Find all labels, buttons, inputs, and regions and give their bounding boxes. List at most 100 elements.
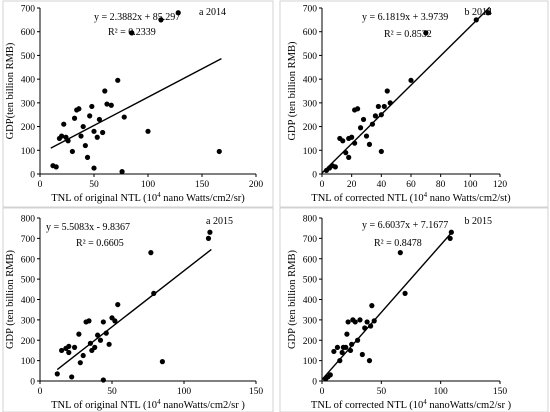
chart-3-y-tick-label: 500 — [21, 276, 36, 286]
chart-2-y-tick-label: 400 — [303, 76, 318, 86]
chart-1-y-tick-label: 700 — [21, 5, 36, 15]
chart-2-data-point — [369, 121, 376, 127]
chart-3-data-point — [54, 371, 60, 377]
chart-3-data-point — [69, 374, 75, 380]
chart-2-data-point — [381, 103, 387, 110]
chart-2-y-tick-label: 700 — [303, 5, 318, 15]
chart-2-equation: y = 6.1819x + 3.9739 — [362, 12, 448, 23]
chart-3-data-point — [71, 344, 78, 350]
chart-4-data-point — [347, 347, 354, 354]
chart-1-data-point — [87, 113, 93, 119]
chart-2-x-axis-label: TNL of corrected NTL (104 nano Watts/cm2… — [311, 191, 511, 204]
chart-1-x-tick-label: 100 — [141, 180, 156, 190]
chart-1-data-point — [129, 30, 135, 36]
chart-3-data-point — [95, 332, 101, 338]
chart-3-data-point — [59, 347, 65, 354]
chart-1-data-point — [76, 106, 82, 112]
chart-2-y-tick-label: 500 — [303, 52, 318, 62]
chart-1-data-point — [53, 164, 59, 170]
chart-2-data-point — [340, 138, 346, 144]
chart-1-data-point — [89, 103, 95, 110]
chart-4-equation: y = 6.6037x + 7.1677 — [362, 220, 448, 231]
chart-3-r-squared: R² = 0.6605 — [76, 238, 124, 249]
chart-4-y-axis-label: GDP (ten billion RMB) — [287, 249, 298, 349]
chart-3-y-tick-label: 200 — [21, 337, 36, 347]
chart-2-data-point — [363, 133, 370, 139]
chart-4-data-point — [359, 351, 365, 358]
chart-4-y-tick-label: 300 — [303, 316, 318, 326]
chart-3-x-tick-label: 0 — [38, 387, 43, 397]
chart-1-y-tick-label: 0 — [30, 171, 35, 181]
chart-2-x-tick-label: 60 — [406, 180, 416, 190]
chart-2-y-tick-label: 200 — [303, 123, 318, 133]
chart-2-data-point — [408, 77, 414, 83]
chart-3-data-point — [151, 290, 157, 296]
chart-2-panel-label: b 2014 — [465, 7, 493, 18]
chart-3-y-axis-label: GDP (ten billion RMB) — [5, 249, 16, 349]
chart-4-frame — [279, 207, 549, 412]
chart-3-data-point — [66, 343, 72, 349]
chart-1-x-tick-label: 150 — [195, 180, 210, 190]
chart-3-data-point — [97, 337, 104, 343]
chart-3-y-tick-label: 600 — [21, 255, 36, 265]
chart-3-y-tick-label: 700 — [21, 235, 36, 245]
chart-1-data-point — [91, 128, 97, 134]
chart-4-data-point — [357, 317, 363, 323]
chart-4-data-point — [397, 250, 403, 256]
chart-3-x-tick-label: 100 — [177, 387, 192, 397]
chart-1-data-point — [119, 169, 125, 175]
chart-2-data-point — [375, 103, 381, 110]
chart-4-x-axis-label-sup: 4 — [423, 398, 427, 406]
chart-4-r-squared: R² = 0.8478 — [374, 238, 422, 249]
chart-1-data-point — [158, 17, 164, 23]
chart-1-x-tick-label: 50 — [89, 180, 99, 190]
chart-2-y-tick-label: 600 — [303, 28, 318, 38]
chart-1-y-tick-label: 400 — [21, 76, 36, 86]
chart-4-data-point — [371, 318, 377, 324]
chart-1-trend-line — [50, 58, 222, 149]
chart-1-data-point — [175, 10, 181, 16]
chart-4-data-point — [344, 331, 350, 337]
chart-3-y-tick-label: 800 — [21, 215, 36, 225]
chart-4-data-point — [355, 337, 361, 343]
chart-1-data-point — [102, 88, 108, 94]
chart-4-data-point — [402, 290, 408, 296]
chart-4-data-point — [327, 372, 333, 378]
chart-3-data-point — [207, 229, 213, 235]
chart-1-r-squared: R² = 0.2339 — [108, 27, 156, 38]
chart-1-data-point — [216, 148, 222, 155]
chart-3-data-point — [106, 341, 112, 347]
chart-4-data-point — [345, 319, 351, 325]
chart-3-data-point — [205, 235, 212, 241]
chart-1-data-point — [59, 133, 65, 139]
chart-4-y-tick-label: 400 — [303, 296, 318, 306]
chart-4-x-tick-label: 150 — [493, 387, 508, 397]
chart-3-data-point — [148, 250, 154, 256]
chart-3-data-point — [87, 340, 93, 346]
chart-2-data-point — [355, 106, 361, 112]
chart-2-x-axis-label-rest: nano Watts/cm2/st) — [427, 193, 511, 204]
chart-1-panel-label: a 2014 — [199, 7, 226, 18]
chart-3-data-point — [92, 344, 98, 350]
chart-3-data-point — [112, 318, 118, 324]
chart-2-x-axis-label-main: TNL of corrected NTL (10 — [311, 193, 423, 204]
chart-4-data-point — [366, 358, 373, 364]
chart-4-data-point — [368, 323, 374, 329]
chart-2-x-tick-label: 100 — [463, 180, 478, 190]
chart-4-data-point — [448, 229, 454, 235]
chart-4-y-tick-label: 800 — [303, 215, 318, 225]
chart-4-data-point — [447, 235, 453, 241]
chart-3-data-point — [80, 352, 86, 359]
chart-3-data-point — [115, 301, 121, 308]
chart-3-x-axis-label-rest: nanoWatts/cm2/sr ) — [161, 400, 246, 411]
chart-1-data-point — [94, 134, 100, 140]
chart-4-data-point — [362, 325, 368, 331]
chart-1-data-point — [69, 148, 75, 155]
chart-2-x-tick-label: 120 — [493, 180, 508, 190]
chart-2-y-tick-label: 0 — [312, 171, 317, 181]
chart-1-data-point — [96, 116, 102, 123]
chart-2-data-point — [343, 150, 349, 156]
chart-3-x-tick-label: 150 — [249, 387, 264, 397]
chart-2-data-point — [349, 134, 355, 140]
chart-3-trend-line — [56, 248, 212, 371]
